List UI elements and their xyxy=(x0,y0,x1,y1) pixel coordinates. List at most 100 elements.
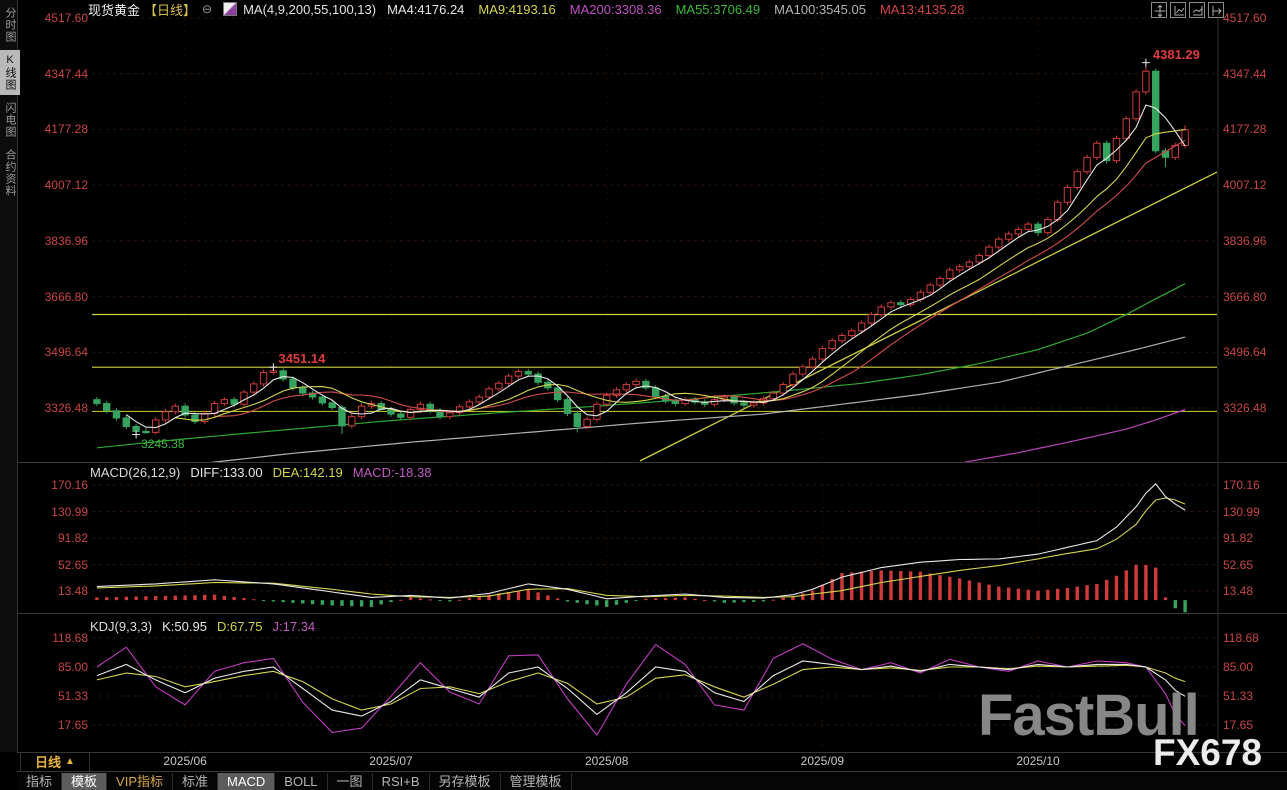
ma-line-ma100 xyxy=(210,336,1186,462)
axis-tick-label: 3836.96 xyxy=(1223,233,1267,248)
x-axis-month-label: 2025/09 xyxy=(800,754,845,768)
axis-tick-label: 3836.96 xyxy=(44,233,88,248)
sidebar-tab-item[interactable]: 合约资料 xyxy=(4,149,16,197)
chart-header: 现货黄金 【日线】 ⊖ MA(4,9,200,55,100,13) MA4:41… xyxy=(88,1,965,18)
axis-tick-label: 51.33 xyxy=(57,689,88,703)
scale-right-axis-icon[interactable] xyxy=(1189,2,1205,18)
ma-line-ma13 xyxy=(214,139,1186,418)
axis-tick-label: 3496.64 xyxy=(1223,345,1267,360)
axis-tick-label: 3666.80 xyxy=(44,289,88,304)
kdj-params: KDJ(9,3,3) xyxy=(90,619,153,634)
axis-tick-label: 3326.48 xyxy=(1223,400,1267,415)
ma-line-ma4 xyxy=(125,104,1186,429)
axis-separator xyxy=(17,752,1287,753)
ma-line-ma200 xyxy=(962,408,1186,462)
k-line xyxy=(96,660,1186,717)
price-annotation: 4381.29 xyxy=(1152,46,1200,62)
price-annotation: 3451.14 xyxy=(278,351,326,367)
macd-dea-value: DEA:142.19 xyxy=(272,465,343,480)
period-tag: 【日线】 xyxy=(144,2,197,18)
kdj-pane xyxy=(92,630,1217,750)
axis-tick-label: 130.99 xyxy=(1223,504,1260,519)
ma-legend-value: MA13:4135.28 xyxy=(879,1,965,17)
axis-tick-label: 85.00 xyxy=(1223,660,1254,674)
axis-tick-label: 52.65 xyxy=(57,557,88,572)
diff-line xyxy=(96,482,1186,600)
kdj-d-value: D:67.75 xyxy=(216,619,263,634)
axis-tick-label: 118.68 xyxy=(52,631,88,645)
axis-tick-label: 17.65 xyxy=(57,718,88,732)
price-annotation: 3245.38 xyxy=(141,436,185,451)
ma-line-ma55 xyxy=(96,283,1186,449)
macd-pane xyxy=(92,477,1217,613)
reset-view-icon[interactable] xyxy=(1208,2,1224,18)
toolbar-item-RSI+B[interactable]: RSI+B xyxy=(373,772,430,790)
axis-tick-label: 3666.80 xyxy=(1223,289,1267,304)
ma-group-label: MA(4,9,200,55,100,13) xyxy=(243,1,377,17)
toolbar-item-指标[interactable]: 指标 xyxy=(17,772,63,790)
toolbar-item-MACD[interactable]: MACD xyxy=(218,772,276,790)
collapse-button[interactable]: ⊖ xyxy=(202,2,213,16)
axis-tick-label: 51.33 xyxy=(1223,689,1254,703)
macd-value: MACD:-18.38 xyxy=(352,465,432,480)
x-axis-month-label: 2025/08 xyxy=(584,754,629,768)
axis-tick-label: 3326.48 xyxy=(44,400,88,415)
j-line xyxy=(96,643,1186,736)
ma-legend-value: MA4:4176.24 xyxy=(387,1,465,17)
sidebar-tab-item[interactable]: 闪电图 xyxy=(4,102,16,138)
toolbar-item-管理模板[interactable]: 管理模板 xyxy=(501,772,572,790)
axis-tick-label: 17.65 xyxy=(1223,718,1254,732)
x-axis-month-label: 2025/06 xyxy=(163,754,207,768)
period-label: 日线 xyxy=(35,755,62,770)
ma-legend-value: MA200:3308.36 xyxy=(569,1,662,17)
axis-tick-label: 4347.44 xyxy=(44,66,88,81)
axis-tick-label: 130.99 xyxy=(51,504,88,519)
ma-line-ma9 xyxy=(175,128,1186,421)
macd-params: MACD(26,12,9) xyxy=(90,465,181,480)
axis-tick-label: 13.48 xyxy=(57,584,88,598)
candles-layer xyxy=(93,62,1189,435)
axis-tick-label: 4007.12 xyxy=(1223,178,1267,193)
axis-tick-label: 13.48 xyxy=(1223,584,1254,598)
pan-icon[interactable] xyxy=(1151,2,1167,18)
macd-diff-value: DIFF:133.00 xyxy=(190,465,263,480)
chart-toolbar-icons xyxy=(1151,2,1224,18)
symbol-name: 现货黄金 xyxy=(88,2,141,18)
axis-tick-label: 4517.60 xyxy=(1223,11,1267,25)
toolbar-item-标准[interactable]: 标准 xyxy=(173,772,219,790)
main-pane xyxy=(92,17,1218,462)
toolbar-item-另存模板[interactable]: 另存模板 xyxy=(430,772,501,790)
toolbar-separator xyxy=(17,771,1287,772)
axis-tick-label: 118.68 xyxy=(1223,631,1259,645)
axis-tick-label: 170.16 xyxy=(1223,478,1260,492)
axis-tick-label: 4347.44 xyxy=(1223,66,1267,81)
x-axis-month-label: 2025/07 xyxy=(369,754,413,768)
axis-tick-label: 4517.60 xyxy=(44,11,88,25)
kdj-header: KDJ(9,3,3) K:50.95 D:67.75 J:17.34 xyxy=(90,619,315,634)
sidebar-tab-selected[interactable]: K线图 xyxy=(0,50,20,95)
axis-tick-label: 4177.28 xyxy=(1223,122,1267,137)
sidebar-tab-item[interactable]: 分时图 xyxy=(4,7,16,43)
axis-tick-label: 3496.64 xyxy=(44,345,88,360)
period-arrow-icon: ▲ xyxy=(65,756,75,767)
axis-tick-label: 85.00 xyxy=(57,660,88,674)
period-selector[interactable]: 日线 ▲ xyxy=(20,752,90,771)
axis-tick-label: 52.65 xyxy=(1223,557,1254,572)
bottom-toolbar: 指标 模板 VIP指标 标准 MACD BOLL 一图 RSI+B 另存模板 管理模板 xyxy=(17,772,1287,790)
toolbar-item-模板[interactable]: 模板 xyxy=(62,772,108,790)
d-line xyxy=(96,664,1186,711)
ma-legend-value: MA55:3706.49 xyxy=(675,1,761,17)
chart-style-icon[interactable] xyxy=(223,2,238,16)
axis-tick-label: 170.16 xyxy=(51,478,88,492)
ma-legend-value: MA100:3545.05 xyxy=(774,1,866,17)
toolbar-item-一图[interactable]: 一图 xyxy=(328,772,373,790)
kdj-j-value: J:17.34 xyxy=(272,619,316,634)
toolbar-item-VIP指标[interactable]: VIP指标 xyxy=(107,772,173,790)
chart-type-sidebar: 分时图 K线图闪电图合约资料 xyxy=(0,0,20,752)
axis-tick-label: 4177.28 xyxy=(44,122,88,137)
toolbar-item-BOLL[interactable]: BOLL xyxy=(275,772,328,790)
axis-tick-label: 91.82 xyxy=(57,531,88,545)
pane-separator xyxy=(17,613,1287,614)
scale-left-axis-icon[interactable] xyxy=(1170,2,1186,18)
